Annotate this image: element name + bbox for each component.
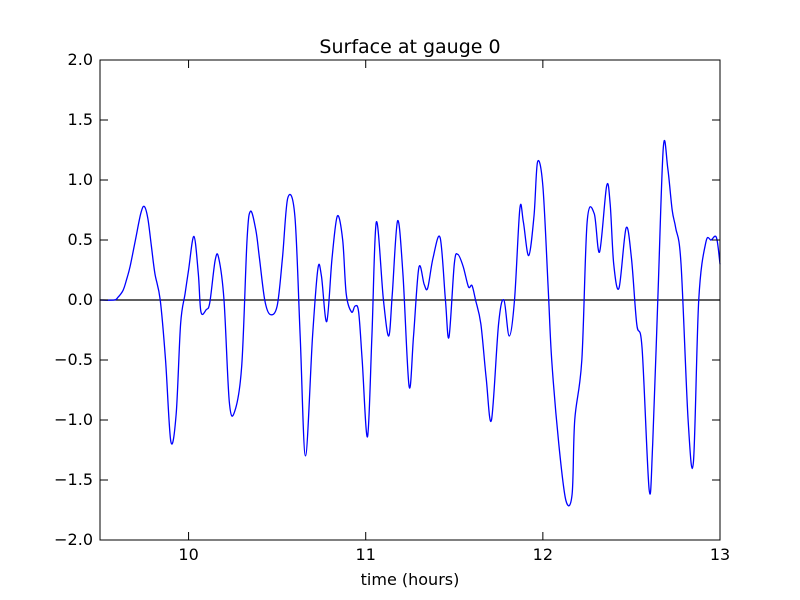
y-tick-label: −2.0 — [54, 530, 93, 549]
x-tick-label: 10 — [178, 545, 198, 564]
x-tick-label: 13 — [710, 545, 730, 564]
axis-ticks: 10 11 12 13 −2.0 −1.5 −1.0 −0.5 0.0 0.5 1.0 1.5 2.0 — [54, 50, 730, 564]
y-tick-label: 2.0 — [68, 50, 93, 69]
y-tick-label: −1.0 — [54, 410, 93, 429]
y-tick-label: 1.5 — [68, 110, 93, 129]
y-tick-label: −0.5 — [54, 350, 93, 369]
x-tick-label: 12 — [533, 545, 553, 564]
y-tick-label: −1.5 — [54, 470, 93, 489]
x-axis-label: time (hours) — [361, 570, 460, 589]
y-tick-label: 0.0 — [68, 290, 93, 309]
x-tick-label: 11 — [356, 545, 376, 564]
chart-title: Surface at gauge 0 — [319, 36, 500, 58]
surface-series-line — [99, 139, 721, 507]
y-tick-label: 0.5 — [68, 230, 93, 249]
y-tick-label: 1.0 — [68, 170, 93, 189]
